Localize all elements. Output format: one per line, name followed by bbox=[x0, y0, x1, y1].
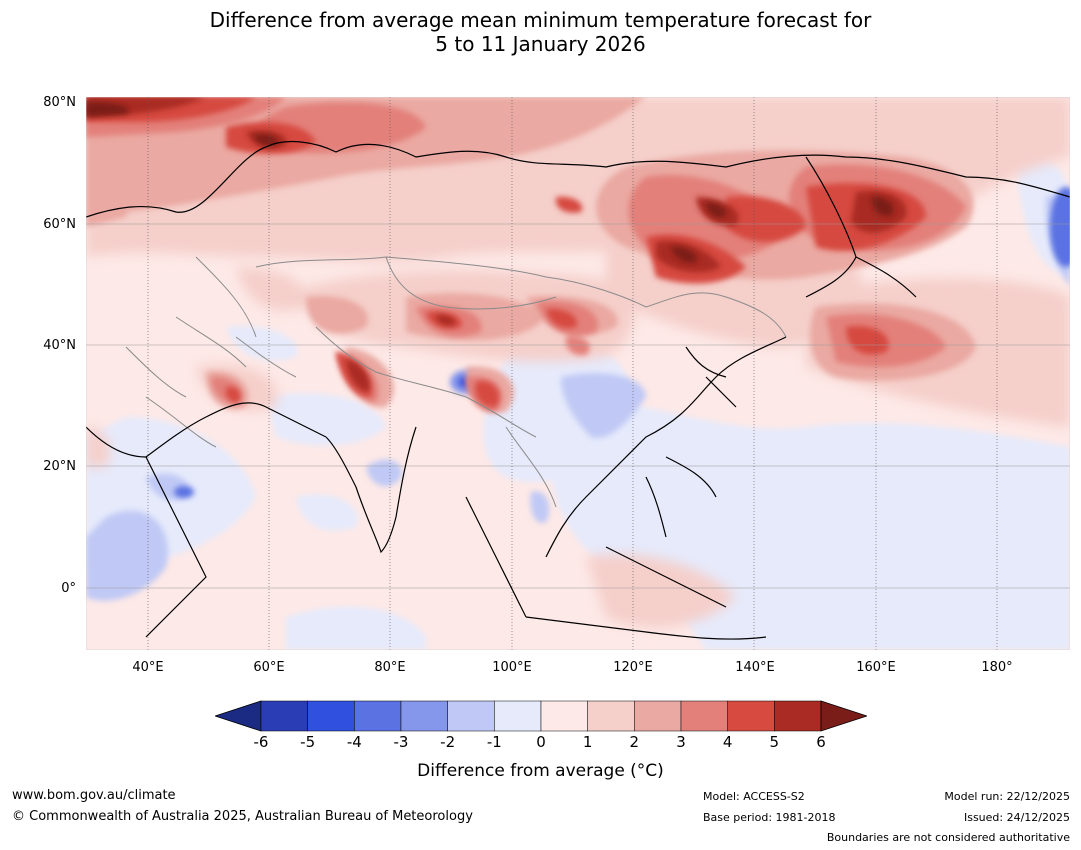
colorbar-swatch bbox=[540, 700, 588, 732]
lat-label-60n: 60°N bbox=[43, 217, 76, 232]
colorbar-tick: -1 bbox=[486, 733, 502, 751]
colorbar-tick: 5 bbox=[769, 733, 780, 751]
lon-label-60e: 60°E bbox=[253, 660, 285, 675]
colorbar-swatch bbox=[447, 700, 495, 732]
colorbar-tick: -5 bbox=[300, 733, 316, 751]
colorbar-swatch bbox=[354, 700, 402, 732]
colorbar-swatch bbox=[680, 700, 728, 732]
title-line-2: 5 to 11 January 2026 bbox=[435, 32, 646, 56]
graticule bbox=[86, 223, 1070, 589]
colorbar-swatch bbox=[587, 700, 635, 732]
colorbar-label: Difference from average (°C) bbox=[417, 761, 664, 781]
copyright-text: © Commonwealth of Australia 2025, Austra… bbox=[12, 809, 473, 824]
colorbar-tick: -6 bbox=[253, 733, 269, 751]
lon-label-80e: 80°E bbox=[374, 660, 406, 675]
colorbar-swatch bbox=[634, 700, 682, 732]
lon-label-160e: 160°E bbox=[856, 660, 896, 675]
colorbar-tick: -2 bbox=[440, 733, 456, 751]
lat-label-20n: 20°N bbox=[43, 459, 76, 474]
lon-label-180: 180° bbox=[981, 660, 1013, 675]
colorbar-tick: -4 bbox=[346, 733, 362, 751]
lat-label-40n: 40°N bbox=[43, 338, 76, 353]
lat-label-80n: 80°N bbox=[43, 95, 76, 110]
colorbar-tick: 1 bbox=[582, 733, 593, 751]
colorbar-swatch bbox=[307, 700, 355, 732]
model-name: Model: ACCESS-S2 bbox=[703, 790, 805, 803]
colorbar-extend-high bbox=[820, 700, 867, 732]
base-period: Base period: 1981-2018 bbox=[703, 811, 836, 824]
issued-date: Issued: 24/12/2025 bbox=[963, 811, 1070, 824]
temperature-anomaly-map bbox=[86, 97, 1070, 650]
colorbar-tick: 0 bbox=[536, 733, 546, 751]
meridians bbox=[147, 97, 998, 650]
chart-title: Difference from average mean minimum tem… bbox=[0, 8, 1081, 56]
colorbar-tick: -3 bbox=[393, 733, 409, 751]
model-run: Model run: 22/12/2025 bbox=[944, 790, 1070, 803]
colorbar-swatch bbox=[260, 700, 308, 732]
colorbar bbox=[215, 700, 867, 732]
lon-label-40e: 40°E bbox=[132, 660, 164, 675]
website-link[interactable]: www.bom.gov.au/climate bbox=[12, 788, 176, 803]
lon-label-120e: 120°E bbox=[613, 660, 653, 675]
lon-label-140e: 140°E bbox=[735, 660, 775, 675]
colorbar-tick: 4 bbox=[722, 733, 733, 751]
boundaries-disclaimer: Boundaries are not considered authoritat… bbox=[826, 831, 1070, 844]
colorbar-swatch bbox=[494, 700, 542, 732]
coastlines bbox=[86, 141, 1070, 640]
colorbar-swatch bbox=[400, 700, 448, 732]
colorbar-tick: 6 bbox=[816, 733, 826, 751]
colorbar-extend-low bbox=[215, 700, 262, 732]
colorbar-tick: 2 bbox=[629, 733, 640, 751]
colorbar-swatch bbox=[727, 700, 775, 732]
lon-label-100e: 100°E bbox=[492, 660, 532, 675]
title-line-1: Difference from average mean minimum tem… bbox=[209, 8, 872, 32]
lat-label-0: 0° bbox=[61, 581, 76, 596]
country-borders bbox=[125, 256, 787, 508]
colorbar-swatch bbox=[774, 700, 822, 732]
extreme-anomaly-areas bbox=[86, 102, 894, 263]
colorbar-tick: 3 bbox=[676, 733, 686, 751]
